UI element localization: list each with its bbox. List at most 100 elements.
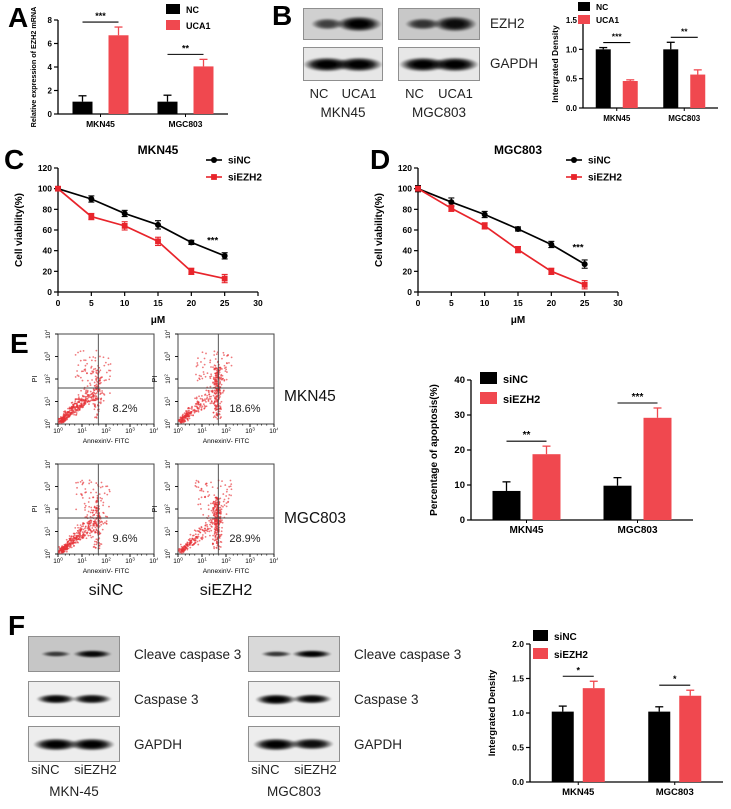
svg-text:10: 10 (120, 298, 130, 308)
panel-d-line-chart: 0 20 40 60 80 100 120 0 5 10 15 20 25 30 MGC803 μM Cell … (374, 143, 623, 326)
svg-text:102: 102 (221, 556, 231, 565)
svg-text:μM: μM (511, 315, 525, 326)
svg-text:0.5: 0.5 (512, 743, 524, 753)
svg-text:0: 0 (416, 298, 421, 308)
svg-text:AnnexinV- FITC: AnnexinV- FITC (203, 438, 250, 445)
panel-c-label: C (4, 144, 25, 175)
svg-text:103: 103 (163, 351, 172, 361)
svg-text:10: 10 (454, 480, 465, 491)
svg-text:4: 4 (48, 63, 53, 72)
svg-text:0: 0 (47, 287, 52, 297)
blot-f-mkn45-cleave-caspase3 (28, 636, 120, 672)
svg-text:PI: PI (152, 376, 159, 383)
svg-text:2: 2 (48, 87, 53, 96)
panel-c-line-chart: 0 20 40 60 80 100 120 0 5 10 15 20 25 30 MKN45 μM Cell v… (14, 143, 263, 326)
svg-text:0.0: 0.0 (566, 104, 578, 113)
svg-text:1.5: 1.5 (512, 674, 524, 684)
blot-f-mkn45-gapdh (28, 726, 120, 762)
svg-text:MGC803: MGC803 (168, 119, 202, 129)
svg-text:120: 120 (38, 163, 52, 173)
svg-text:***: *** (95, 11, 106, 21)
svg-text:8: 8 (48, 16, 53, 25)
svg-text:0: 0 (56, 298, 61, 308)
svg-text:MGC803: MGC803 (494, 143, 542, 157)
svg-text:siNC: siNC (588, 156, 611, 167)
svg-text:Relative expression of EZH2 mR: Relative expression of EZH2 mRNA (29, 7, 38, 128)
svg-text:101: 101 (43, 396, 52, 406)
svg-text:103: 103 (163, 481, 172, 491)
svg-text:μM: μM (151, 315, 165, 326)
svg-text:30: 30 (454, 410, 465, 421)
svg-text:102: 102 (163, 374, 172, 384)
blot-f-row-label-caspase3: Caspase 3 (134, 692, 199, 707)
svg-text:1.5: 1.5 (566, 16, 578, 25)
svg-text:0: 0 (48, 110, 53, 119)
svg-text:siEZH2: siEZH2 (503, 394, 540, 406)
svg-text:101: 101 (77, 556, 87, 565)
svg-text:PI: PI (32, 376, 39, 383)
flow-row-label-mgc803: MGC803 (284, 510, 347, 527)
svg-text:104: 104 (269, 426, 278, 435)
svg-text:100: 100 (53, 556, 63, 565)
blot-f-row-label-gapdh: GAPDH (134, 737, 183, 752)
svg-text:101: 101 (43, 526, 52, 536)
svg-text:MKN45: MKN45 (138, 143, 179, 157)
svg-text:0: 0 (407, 287, 412, 297)
svg-text:100: 100 (173, 556, 183, 565)
svg-text:NC: NC (596, 2, 608, 12)
blot-f-row-label-caspase3-2: Caspase 3 (354, 692, 419, 707)
svg-text:60: 60 (403, 225, 413, 235)
svg-text:1.0: 1.0 (512, 708, 524, 718)
svg-text:PI: PI (32, 506, 39, 513)
panel-b-label: B (272, 0, 293, 31)
lane-label: UCA1 (341, 86, 377, 101)
svg-text:Percentage of apoptosis(%): Percentage of apoptosis(%) (429, 384, 440, 516)
blot-b-cell-label-mgc803: MGC803 (411, 105, 467, 120)
svg-text:60: 60 (43, 225, 53, 235)
svg-text:40: 40 (403, 246, 413, 256)
blot-f-mgc803-lanes: siNC siEZH2 (244, 762, 344, 777)
svg-text:102: 102 (43, 374, 52, 384)
svg-text:siEZH2: siEZH2 (554, 650, 588, 661)
svg-text:103: 103 (245, 426, 255, 435)
svg-text:102: 102 (43, 504, 52, 514)
svg-text:**: ** (523, 430, 531, 441)
lane-label: siEZH2 (74, 762, 117, 777)
blot-b-mgc803-ezh2 (398, 8, 480, 40)
svg-text:siNC: siNC (228, 156, 251, 167)
svg-text:MKN45: MKN45 (603, 114, 631, 123)
panel-d-label: D (370, 144, 391, 175)
svg-text:40: 40 (43, 246, 53, 256)
svg-text:MGC803: MGC803 (617, 525, 657, 536)
flow-row-label-mkn45: MKN45 (284, 388, 336, 405)
svg-text:101: 101 (197, 556, 207, 565)
svg-text:120: 120 (398, 163, 412, 173)
svg-text:25: 25 (220, 298, 230, 308)
svg-text:100: 100 (173, 426, 183, 435)
svg-text:MKN45: MKN45 (510, 525, 544, 536)
svg-text:20: 20 (547, 298, 557, 308)
svg-text:***: *** (207, 235, 218, 246)
blot-b-row-label-ezh2: EZH2 (490, 16, 525, 31)
blot-b-mgc803-gapdh (398, 47, 480, 81)
svg-text:102: 102 (101, 426, 111, 435)
svg-text:siEZH2: siEZH2 (228, 173, 262, 184)
svg-text:Cell viability(%): Cell viability(%) (374, 193, 385, 267)
blot-b-mkn45-gapdh (303, 47, 383, 81)
svg-text:104: 104 (43, 330, 52, 339)
flow-col-label-sinc: siNC (88, 582, 124, 599)
svg-text:AnnexinV- FITC: AnnexinV- FITC (83, 438, 130, 445)
svg-text:28.9%: 28.9% (229, 533, 260, 545)
svg-text:103: 103 (125, 426, 135, 435)
svg-text:MGC803: MGC803 (656, 787, 694, 798)
blot-b-mkn45-ezh2 (303, 8, 383, 40)
svg-text:siEZH2: siEZH2 (588, 173, 622, 184)
blot-f-mkn45-lanes: siNC siEZH2 (24, 762, 124, 777)
svg-text:20: 20 (43, 266, 53, 276)
